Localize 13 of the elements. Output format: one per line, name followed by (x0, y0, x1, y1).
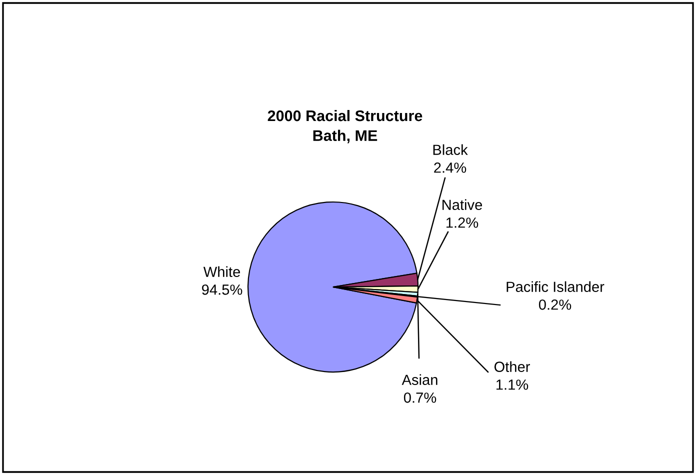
slice-label: Black (433, 144, 468, 156)
chart-title: 2000 Racial Structure Bath, ME (268, 110, 422, 144)
slice-label: Asian (402, 374, 438, 386)
data-label: 94.5% (202, 284, 242, 295)
data-label: 0.2% (538, 300, 572, 310)
data-label: 1.2% (446, 218, 478, 228)
data-label: 1.1% (496, 380, 528, 390)
data-label: 0.7% (404, 392, 436, 403)
slice-label: Native (442, 199, 482, 210)
slice-label: Pacific Islander (506, 281, 604, 292)
slice-label: White (203, 266, 240, 278)
slice-label: Other (494, 361, 530, 372)
data-label: 2.4% (434, 162, 466, 173)
